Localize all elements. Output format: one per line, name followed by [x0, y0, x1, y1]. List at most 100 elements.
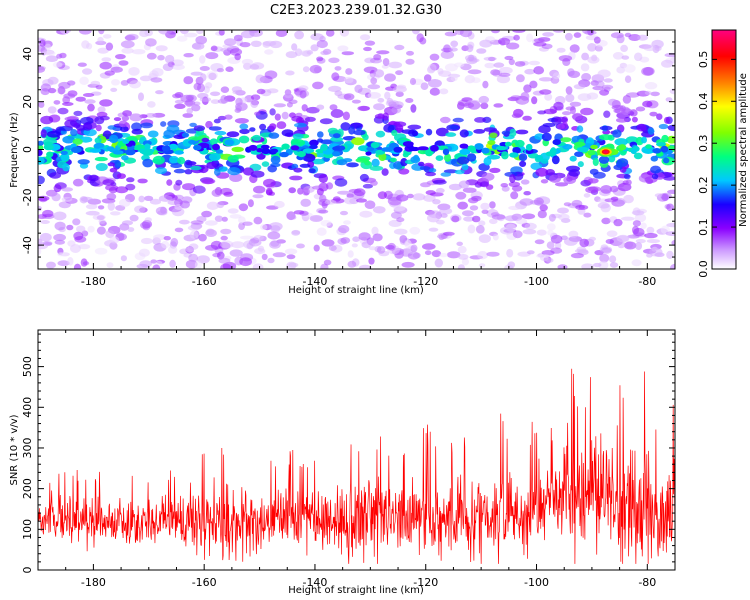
heatmap-cell: [63, 93, 76, 99]
heatmap-cell: [339, 30, 350, 37]
heatmap-cell: [172, 93, 182, 99]
heatmap-cell: [586, 92, 599, 100]
heatmap-cell: [323, 259, 332, 266]
heatmap-cell: [663, 157, 670, 164]
heatmap-cell: [524, 222, 537, 230]
heatmap-cell: [577, 161, 584, 168]
heatmap-cell: [500, 226, 514, 235]
heatmap-cell: [543, 108, 557, 115]
heatmap-cell: [183, 53, 194, 58]
heatmap-cell: [205, 52, 219, 60]
heatmap-cell: [616, 117, 629, 123]
heatmap-cell: [334, 66, 342, 71]
heatmap-cell: [179, 219, 190, 225]
heatmap-cell: [321, 239, 335, 247]
heatmap-cell: [89, 174, 99, 182]
heatmap-cell: [167, 245, 178, 254]
heatmap-cell: [238, 203, 249, 212]
heatmap-cell: [609, 255, 617, 263]
heatmap-cell: [264, 70, 278, 79]
heatmap-cell: [173, 168, 186, 174]
heatmap-cell: [151, 67, 164, 77]
heatmap-cell: [174, 150, 185, 155]
heatmap-cell: [79, 76, 89, 86]
heatmap-cell: [588, 236, 597, 242]
heatmap-cell: [617, 240, 626, 249]
heatmap-cell: [363, 46, 372, 52]
heatmap-cell: [396, 84, 407, 89]
heatmap-cell: [140, 221, 151, 229]
heatmap-cell: [309, 144, 318, 150]
heatmap-cell: [452, 117, 464, 123]
heatmap-cell: [199, 55, 206, 64]
heatmap-cell: [57, 252, 65, 257]
heatmap-cell: [198, 233, 207, 242]
heatmap-cell: [418, 161, 425, 167]
heatmap-cell: [233, 34, 243, 42]
heatmap-cell: [568, 230, 579, 238]
heatmap-cell: [157, 54, 165, 61]
heatmap-cell: [187, 225, 201, 231]
heatmap-cell: [576, 146, 589, 153]
heatmap-cell: [609, 262, 619, 268]
heatmap-cell: [432, 79, 440, 86]
heatmap-cell: [334, 90, 343, 97]
heatmap-cell: [168, 143, 178, 150]
heatmap-cell: [645, 144, 652, 149]
heatmap-cell: [374, 113, 385, 119]
heatmap-cell: [432, 179, 447, 185]
heatmap-cell: [613, 218, 623, 227]
heatmap-cell: [255, 74, 265, 84]
heatmap-cell: [82, 68, 93, 75]
heatmap-cell: [587, 178, 599, 184]
heatmap-cell: [612, 129, 622, 138]
heatmap-cell: [553, 30, 564, 33]
heatmap-cell: [408, 146, 421, 152]
heatmap-cell: [623, 173, 631, 180]
heatmap-cell: [40, 115, 54, 125]
heatmap-cell: [569, 155, 577, 162]
heatmap-cell: [459, 30, 473, 38]
heatmap-cell: [523, 84, 532, 93]
heatmap-cell: [304, 116, 316, 122]
heatmap-cell: [114, 159, 122, 169]
heatmap-cell: [316, 104, 325, 110]
heatmap-cell: [504, 215, 519, 222]
heatmap-cell: [382, 112, 390, 121]
heatmap-cell: [115, 54, 126, 60]
heatmap-cell: [115, 186, 129, 194]
heatmap-cell: [190, 220, 204, 225]
colorbar-tick-label: 0.2: [697, 176, 710, 194]
heatmap-cell: [529, 80, 538, 89]
heatmap-cell: [199, 97, 212, 102]
heatmap-cell: [332, 146, 340, 151]
heatmap-cell: [382, 58, 390, 66]
heatmap-cell: [270, 240, 280, 247]
heatmap-cell: [206, 71, 218, 80]
heatmap-cell: [239, 123, 249, 130]
heatmap-cell: [580, 63, 590, 72]
heatmap-cell: [423, 74, 432, 82]
heatmap-cell: [411, 130, 419, 137]
heatmap-cell: [412, 30, 420, 35]
heatmap-cell: [478, 220, 486, 226]
heatmap-cell: [67, 257, 74, 266]
heatmap-cell: [425, 172, 436, 177]
heatmap-cell: [306, 106, 320, 114]
heatmap-cell: [107, 202, 116, 211]
heatmap-cell: [515, 218, 528, 225]
heatmap-cell: [581, 263, 594, 269]
heatmap-cell: [595, 80, 605, 88]
heatmap-cell: [590, 144, 598, 150]
heatmap-cell: [656, 113, 663, 120]
heatmap-cell: [340, 237, 351, 244]
heatmap-cell: [295, 117, 305, 125]
heatmap-cell: [358, 145, 369, 152]
heatmap-cell: [407, 124, 422, 130]
heatmap-cell: [53, 233, 66, 242]
heatmap-cell: [311, 158, 326, 165]
heatmap-cell: [435, 187, 445, 194]
heatmap-cell: [444, 31, 457, 37]
heatmap-cell: [80, 258, 88, 267]
heatmap-cell: [140, 122, 153, 129]
